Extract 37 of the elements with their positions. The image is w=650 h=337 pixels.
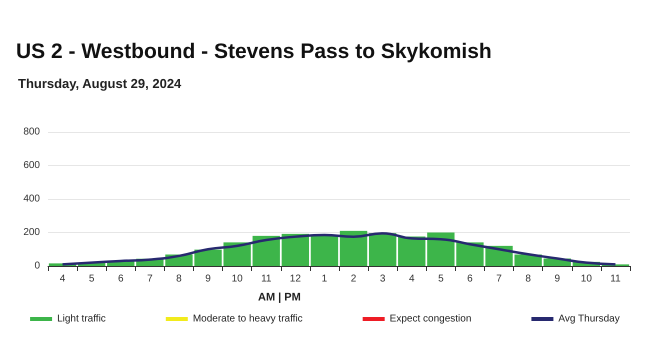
x-tick-label: 3	[380, 274, 386, 284]
y-tick-label: 200	[23, 227, 40, 238]
x-tick-label: 9	[554, 274, 560, 284]
x-tick-label: 7	[496, 274, 502, 284]
legend-label: Avg Thursday	[558, 314, 620, 324]
y-tick-label: 600	[23, 160, 40, 171]
x-tick-label: 4	[408, 274, 415, 284]
x-tick-label: 12	[290, 274, 302, 284]
x-tick-label: 4	[60, 274, 66, 284]
line-series	[61, 232, 617, 266]
x-tick-label: 2	[350, 274, 357, 284]
x-tick-label: 5	[438, 274, 444, 284]
y-tick-label: 400	[23, 194, 40, 204]
x-tick-label: 10	[580, 274, 592, 284]
bar	[310, 236, 338, 266]
chart-title: US 2 - Westbound - Stevens Pass to Skykomish	[16, 40, 492, 64]
x-tick-label: 8	[176, 274, 182, 284]
x-tick-label: 7	[147, 274, 154, 284]
x-tick-label: 5	[88, 274, 95, 284]
bar	[340, 230, 368, 266]
x-tick-label: 8	[525, 274, 532, 284]
legend-label: Moderate to heavy traffic	[192, 314, 303, 324]
x-tick-label: 6	[118, 274, 124, 284]
bar	[456, 242, 484, 266]
chart-subtitle: Thursday, August 29, 2024	[18, 76, 182, 91]
legend-label: Expect congestion	[390, 314, 472, 324]
x-tick-label: 1	[322, 274, 328, 284]
x-tick-label: 6	[467, 274, 474, 284]
text: AM | PM	[258, 292, 301, 304]
x-tick-label: 11	[610, 274, 622, 284]
x-tick-label: 9	[205, 274, 212, 284]
bar	[194, 250, 222, 266]
x-tick-label: 10	[232, 274, 244, 284]
legend-label: Light traffic	[57, 314, 106, 324]
x-tick-label: 11	[261, 274, 272, 284]
y-tick-label: 0	[34, 260, 40, 272]
y-tick-label: 800	[23, 126, 40, 138]
